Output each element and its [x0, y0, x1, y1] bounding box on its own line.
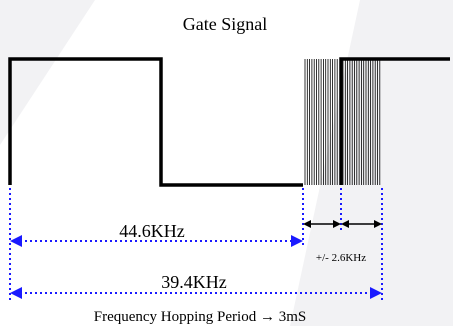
- diagram-title: Gate Signal: [183, 14, 267, 34]
- hopping-period-caption: Frequency Hopping Period → 3mS: [94, 309, 306, 325]
- hopping-burst-right: [342, 59, 381, 185]
- reference-lines: [9, 188, 383, 300]
- hop-range-arrows: [303, 220, 382, 228]
- hopping-burst-left: [304, 59, 338, 185]
- period-label-44-6khz: 44.6KHz: [119, 221, 185, 241]
- dimension-39-4khz: [10, 287, 382, 299]
- dimension-44-6khz: [10, 235, 303, 247]
- gate-signal-waveform: [8, 57, 450, 187]
- hop-range-label: +/- 2.6KHz: [316, 252, 366, 264]
- period-label-39-4khz: 39.4KHz: [161, 272, 227, 292]
